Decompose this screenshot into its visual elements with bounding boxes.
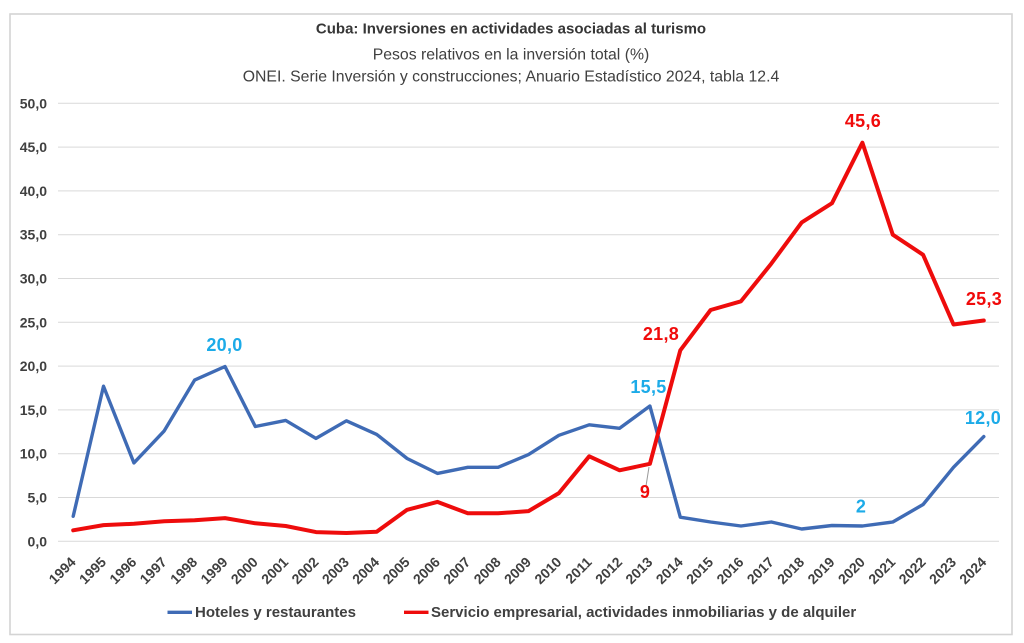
svg-text:12,0: 12,0 [965,408,1001,428]
svg-text:20,0: 20,0 [20,358,47,374]
svg-text:ONEI. Serie Inversión y constr: ONEI. Serie Inversión y construcciones; … [243,69,780,86]
svg-text:Hoteles y restaurantes: Hoteles y restaurantes [195,604,356,621]
svg-text:20,0: 20,0 [206,335,242,355]
svg-text:9: 9 [640,482,650,502]
svg-text:21,8: 21,8 [643,324,679,344]
svg-text:45,6: 45,6 [845,111,881,131]
svg-text:25,3: 25,3 [966,289,1002,309]
svg-text:30,0: 30,0 [20,271,47,287]
svg-text:2: 2 [856,497,866,517]
svg-text:0,0: 0,0 [28,533,48,549]
svg-text:Servicio empresarial, activida: Servicio empresarial, actividades inmobi… [431,604,856,621]
svg-text:Pesos relativos en la inversió: Pesos relativos en la inversión total (%… [373,47,650,64]
svg-text:50,0: 50,0 [20,95,47,111]
svg-text:15,5: 15,5 [630,377,666,397]
svg-text:5,0: 5,0 [28,490,48,506]
svg-text:40,0: 40,0 [20,183,47,199]
svg-text:10,0: 10,0 [20,446,47,462]
svg-text:35,0: 35,0 [20,227,47,243]
svg-text:15,0: 15,0 [20,402,47,418]
svg-text:45,0: 45,0 [20,139,47,155]
svg-text:Cuba: Inversiones en actividad: Cuba: Inversiones en actividades asociad… [316,21,706,38]
svg-text:25,0: 25,0 [20,314,47,330]
